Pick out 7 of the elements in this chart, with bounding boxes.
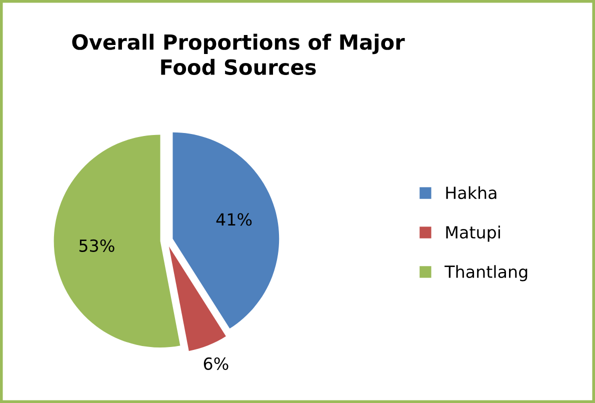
- chart-title: Overall Proportions of Major Food Sources: [72, 34, 405, 75]
- legend-label: Thantlang: [444, 265, 528, 282]
- data-label: 6%: [204, 357, 228, 370]
- data-label: 41%: [216, 213, 252, 226]
- legend-label: Hakha: [446, 186, 496, 200]
- data-label: 53%: [79, 239, 114, 252]
- legend-label: Matupi: [446, 226, 500, 242]
